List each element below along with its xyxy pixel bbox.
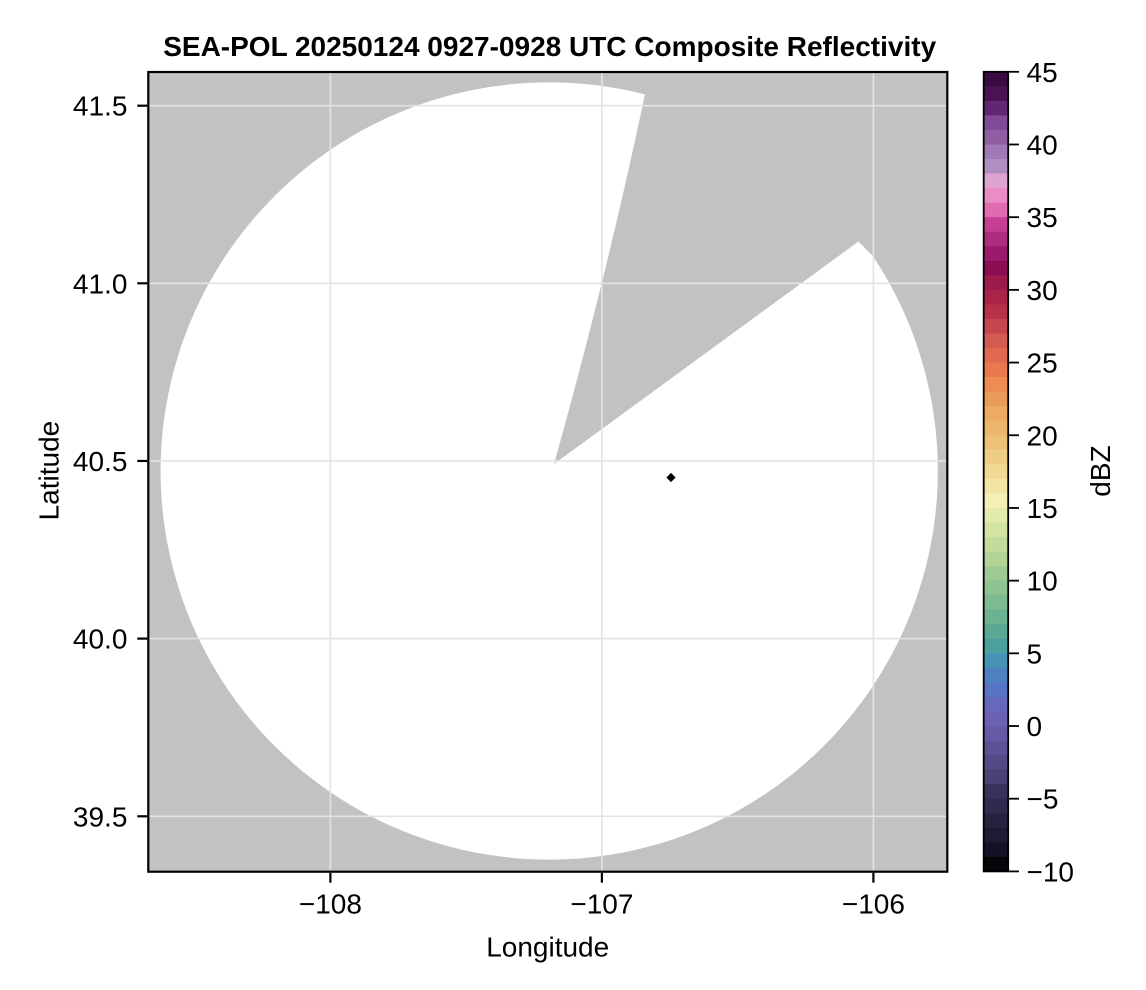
svg-text:41.0: 41.0 xyxy=(73,268,128,299)
svg-text:Latitude: Latitude xyxy=(34,421,65,521)
svg-text:40: 40 xyxy=(1027,129,1058,160)
svg-text:15: 15 xyxy=(1027,493,1058,524)
svg-text:45: 45 xyxy=(1027,57,1058,88)
svg-text:20: 20 xyxy=(1027,420,1058,451)
svg-text:5: 5 xyxy=(1027,638,1043,669)
svg-text:SEA-POL 20250124 0927-0928 UTC: SEA-POL 20250124 0927-0928 UTC Composite… xyxy=(163,31,936,62)
svg-text:Longitude: Longitude xyxy=(486,932,609,963)
svg-text:10: 10 xyxy=(1027,566,1058,597)
svg-text:−10: −10 xyxy=(1027,856,1075,887)
svg-text:−107: −107 xyxy=(570,889,633,920)
svg-text:40.0: 40.0 xyxy=(73,624,128,655)
svg-text:0: 0 xyxy=(1027,711,1043,742)
svg-text:39.5: 39.5 xyxy=(73,801,128,832)
svg-text:−106: −106 xyxy=(842,889,905,920)
svg-text:35: 35 xyxy=(1027,202,1058,233)
svg-text:30: 30 xyxy=(1027,275,1058,306)
svg-text:41.5: 41.5 xyxy=(73,91,128,122)
svg-text:−5: −5 xyxy=(1027,784,1059,815)
svg-text:25: 25 xyxy=(1027,348,1058,379)
svg-text:−108: −108 xyxy=(299,889,362,920)
svg-text:dBZ: dBZ xyxy=(1085,445,1116,496)
svg-text:40.5: 40.5 xyxy=(73,446,128,477)
